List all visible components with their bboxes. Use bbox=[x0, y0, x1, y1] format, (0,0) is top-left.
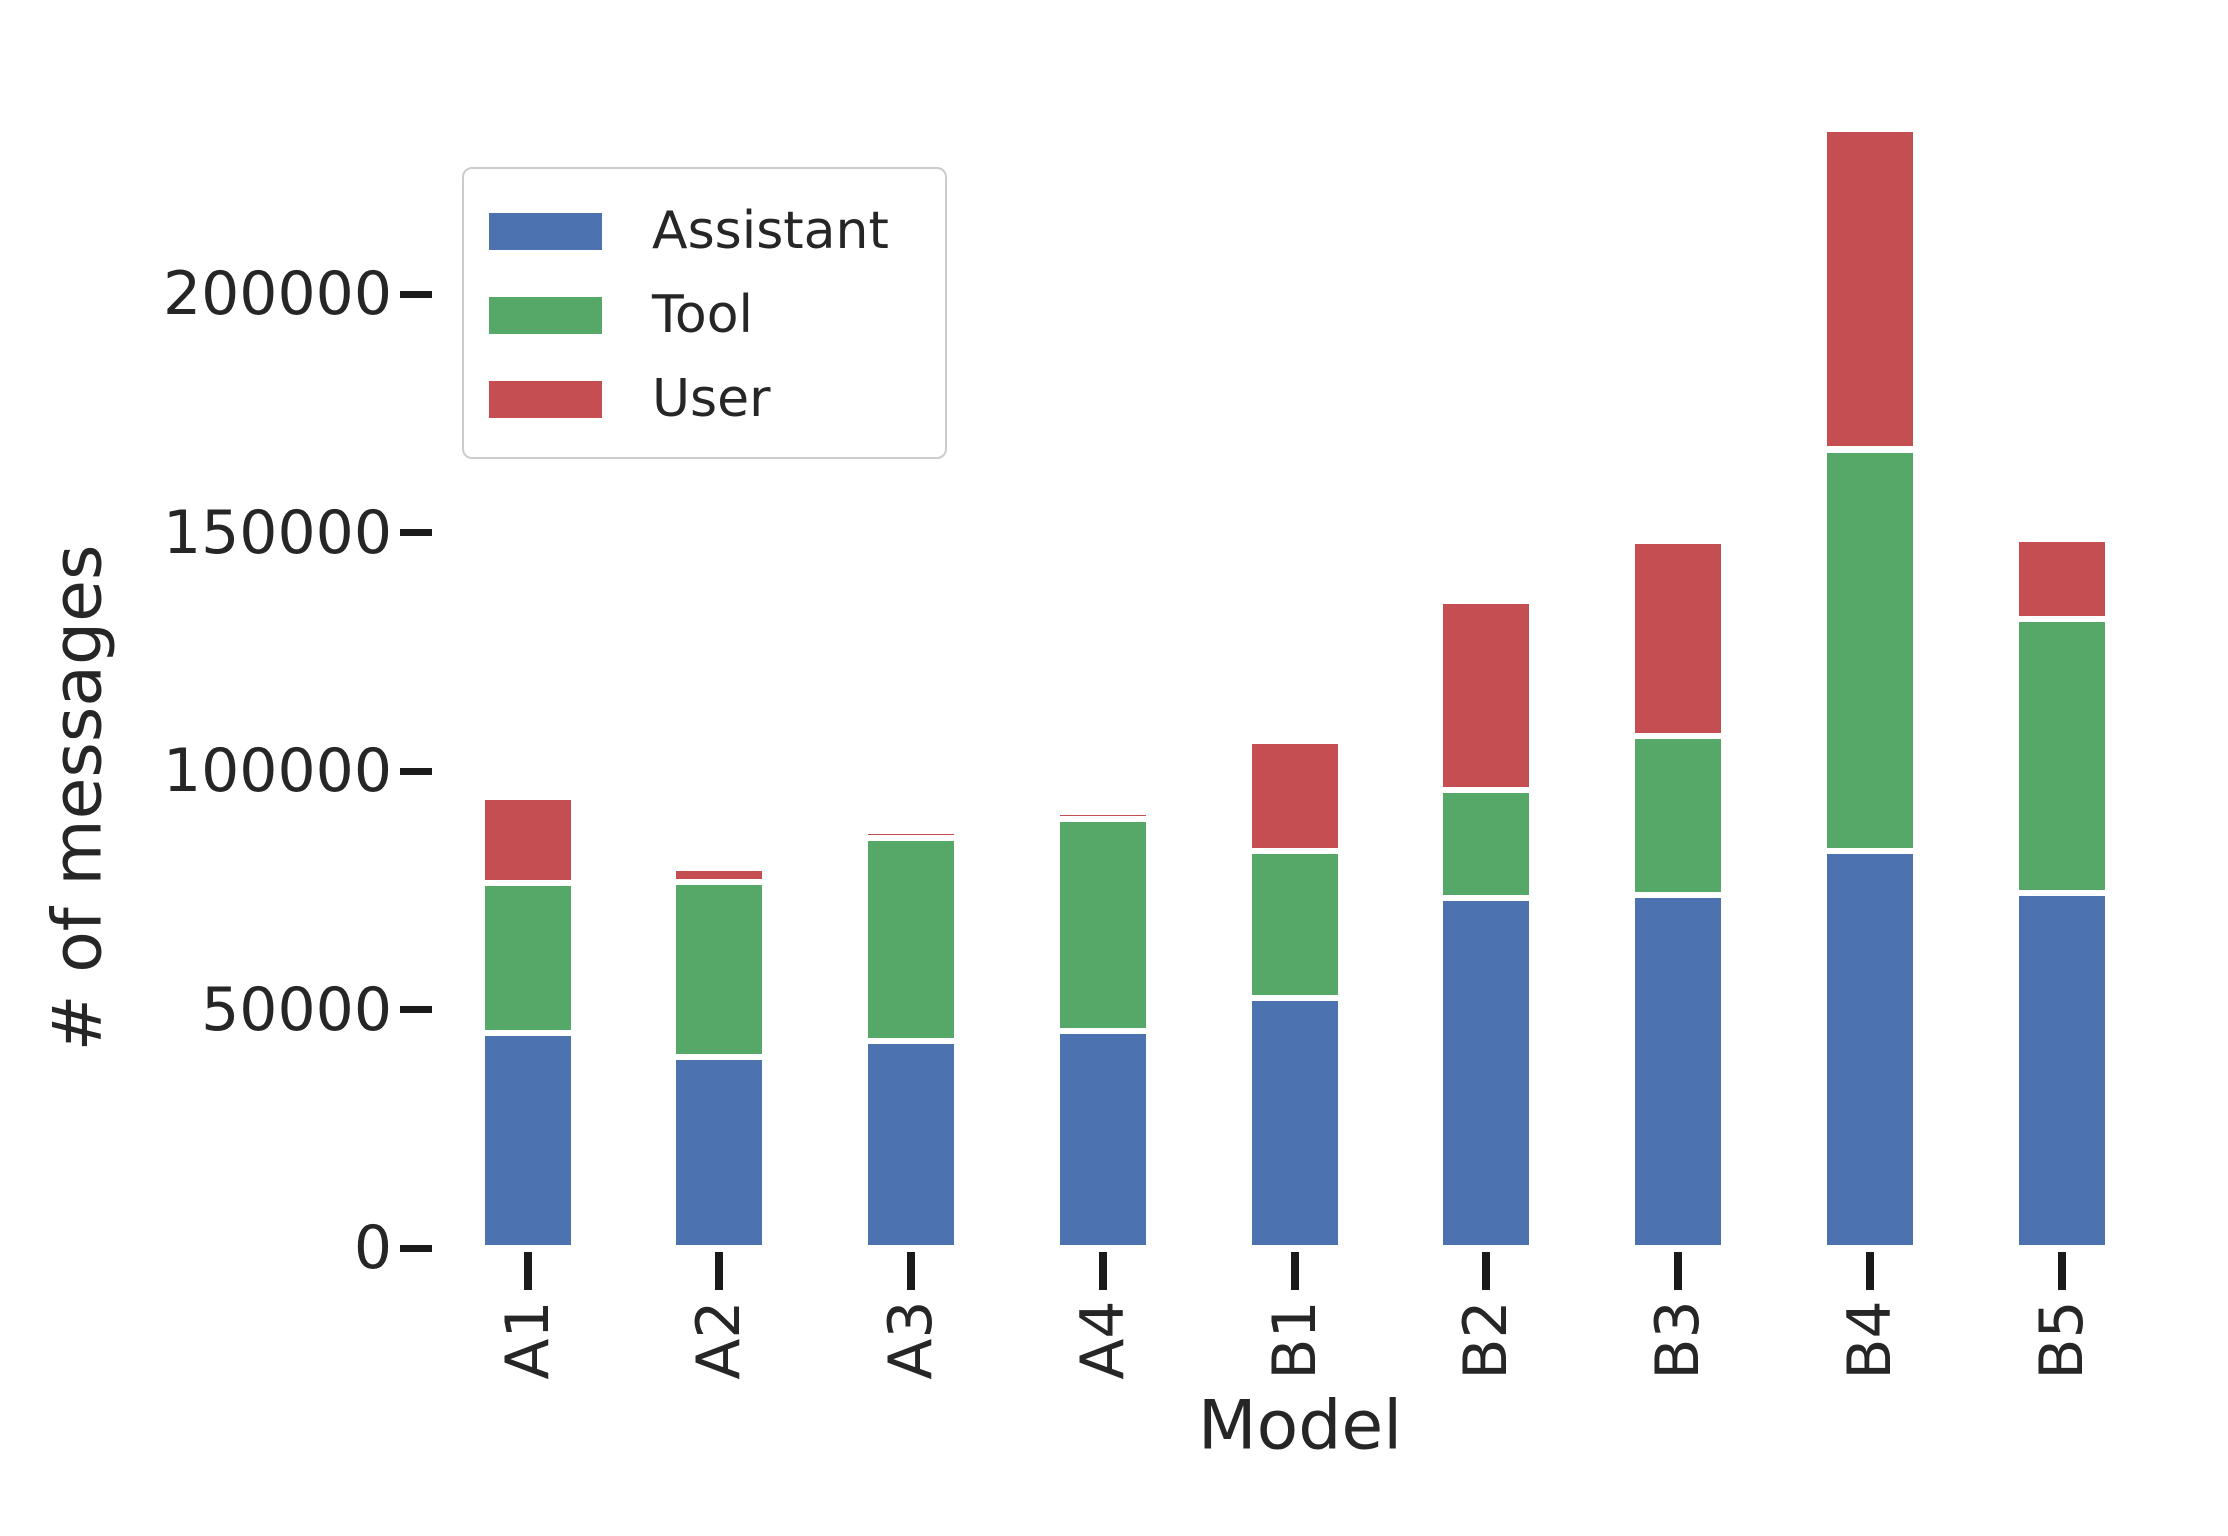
x-tick-label-a3: A3 bbox=[876, 1300, 946, 1380]
y-tick-mark bbox=[400, 1006, 432, 1013]
legend-item: Assistant bbox=[489, 189, 945, 273]
legend-item: User bbox=[489, 357, 945, 441]
x-tick-label-a4: A4 bbox=[1067, 1300, 1138, 1380]
bar-segment-tool-b4 bbox=[1823, 449, 1916, 851]
y-tick-label: 200000 bbox=[162, 259, 392, 329]
x-tick-label-b4: B4 bbox=[1834, 1300, 1905, 1380]
x-tick-mark bbox=[1865, 1252, 1874, 1290]
x-tick-mark bbox=[1098, 1252, 1107, 1290]
bar-segment-tool-a1 bbox=[481, 883, 574, 1034]
legend-swatch-tool bbox=[489, 296, 602, 334]
x-tick-label-b1: B1 bbox=[1259, 1300, 1330, 1380]
y-tick-label: 0 bbox=[353, 1213, 392, 1283]
y-tick-label: 50000 bbox=[201, 974, 392, 1045]
bar-segment-assistant-a3 bbox=[865, 1041, 957, 1248]
x-tick-mark bbox=[715, 1252, 724, 1290]
bar-segment-user-b3 bbox=[1632, 541, 1724, 736]
bar-segment-assistant-b1 bbox=[1248, 997, 1341, 1248]
x-tick-mark bbox=[1482, 1252, 1491, 1290]
bar-segment-assistant-b3 bbox=[1632, 894, 1724, 1248]
bar-segment-user-a2 bbox=[673, 867, 766, 882]
bar-segment-tool-a2 bbox=[673, 881, 766, 1058]
x-tick-mark bbox=[523, 1252, 532, 1290]
bar-segment-tool-b1 bbox=[1248, 850, 1341, 998]
bar-segment-user-b1 bbox=[1248, 741, 1341, 851]
legend-swatch-user bbox=[489, 380, 602, 418]
bar-segment-tool-a3 bbox=[865, 837, 957, 1042]
x-tick-mark bbox=[1674, 1252, 1682, 1290]
x-tick-mark bbox=[1290, 1252, 1299, 1290]
y-tick-mark bbox=[400, 529, 432, 536]
y-tick-label: 100000 bbox=[162, 736, 392, 806]
bar-segment-assistant-b5 bbox=[2015, 892, 2108, 1248]
bar-segment-user-b2 bbox=[1440, 601, 1533, 791]
legend-label-tool: Tool bbox=[652, 285, 754, 345]
y-tick-mark bbox=[400, 290, 432, 298]
x-tick-label-a2: A2 bbox=[684, 1300, 755, 1380]
y-tick-label: 150000 bbox=[162, 497, 392, 568]
legend-swatch-assistant bbox=[489, 212, 602, 250]
legend: Assistant Tool User bbox=[462, 167, 947, 459]
bar-segment-user-b5 bbox=[2015, 539, 2108, 620]
y-tick-mark bbox=[400, 1244, 432, 1252]
x-tick-label-b3: B3 bbox=[1643, 1300, 1713, 1380]
bar-segment-user-a4 bbox=[1056, 812, 1149, 819]
x-tick-label-b2: B2 bbox=[1451, 1300, 1522, 1380]
bar-segment-assistant-a1 bbox=[481, 1033, 574, 1248]
x-tick-label-b5: B5 bbox=[2026, 1300, 2097, 1380]
bar-segment-assistant-a4 bbox=[1056, 1031, 1149, 1248]
bar-segment-tool-b2 bbox=[1440, 790, 1533, 898]
bar-segment-tool-b5 bbox=[2015, 619, 2108, 893]
x-tick-label-a1: A1 bbox=[492, 1300, 563, 1380]
y-axis-label: # of messages bbox=[38, 544, 118, 1052]
legend-label-assistant: Assistant bbox=[652, 201, 889, 261]
legend-label-user: User bbox=[652, 369, 771, 429]
bar-segment-assistant-b2 bbox=[1440, 897, 1533, 1248]
bar-segment-user-a1 bbox=[481, 797, 574, 884]
y-tick-mark bbox=[400, 767, 432, 775]
bar-segment-user-a3 bbox=[865, 830, 957, 838]
bar-segment-assistant-a2 bbox=[673, 1057, 766, 1248]
bar-segment-assistant-b4 bbox=[1823, 850, 1916, 1248]
bar-segment-tool-a4 bbox=[1056, 818, 1149, 1032]
x-tick-mark bbox=[2057, 1252, 2066, 1290]
bar-segment-user-b4 bbox=[1823, 129, 1916, 450]
x-tick-mark bbox=[907, 1252, 915, 1290]
legend-item: Tool bbox=[489, 273, 945, 357]
bar-segment-tool-b3 bbox=[1632, 735, 1724, 895]
x-axis-label: Model bbox=[1197, 1386, 1403, 1466]
